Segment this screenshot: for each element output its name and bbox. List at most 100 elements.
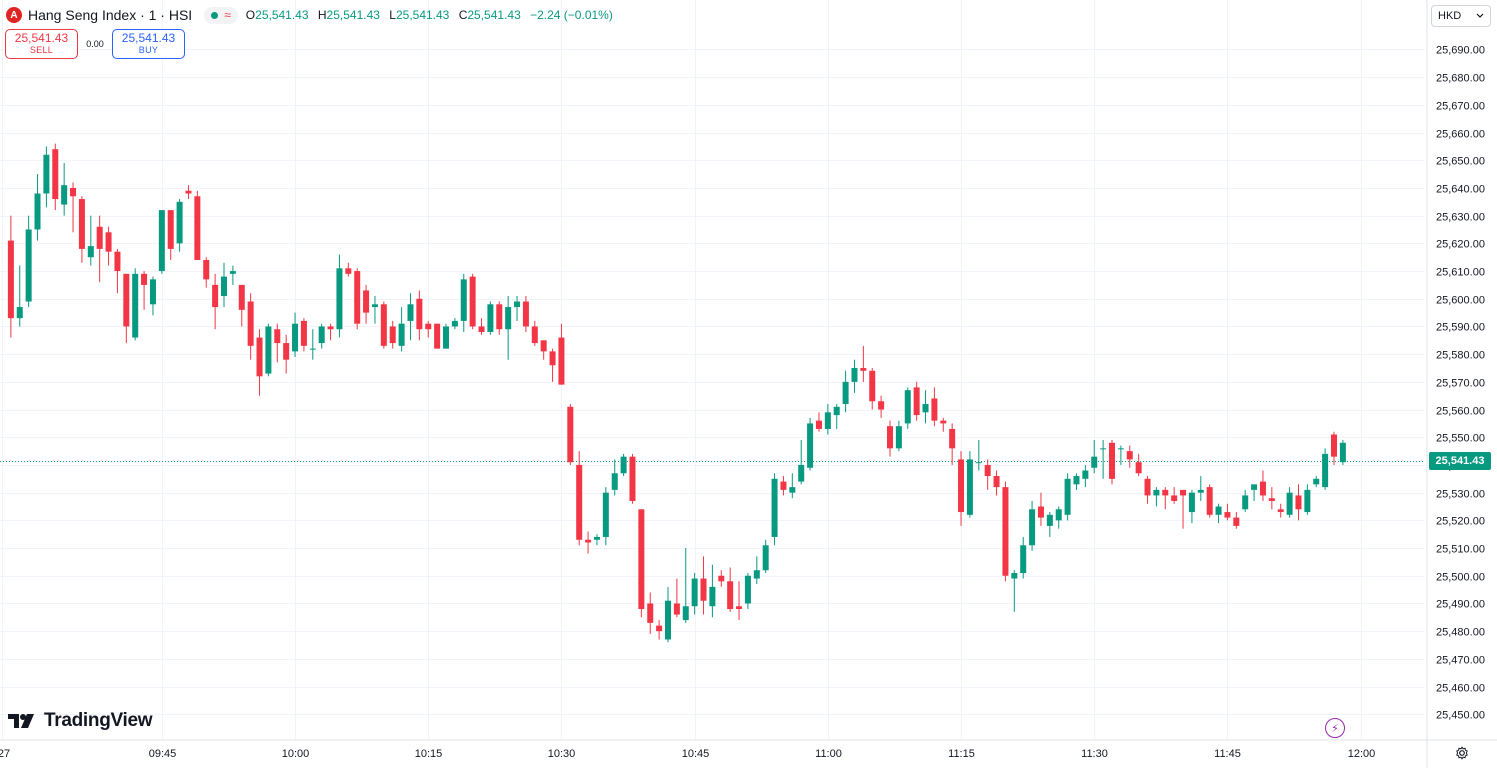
candle (1046, 512, 1053, 537)
candle-body (585, 539, 592, 543)
time-axis[interactable]: :27 09:45 10:00 10:15 10:30 10:45 11:00 11:15 11… (0, 739, 1497, 760)
candle-body (141, 273, 148, 285)
candle-body (229, 271, 236, 274)
candle (141, 271, 148, 310)
candle (904, 387, 911, 429)
candle (96, 215, 103, 283)
candle (895, 420, 902, 452)
candle-body (940, 420, 947, 424)
candle-body (1171, 495, 1178, 501)
candle (194, 190, 201, 260)
candle-body (247, 301, 254, 346)
candle (1268, 487, 1275, 510)
candle (1304, 484, 1311, 515)
candle-body (727, 581, 734, 610)
y-tick-label: 25,670.00 (1436, 101, 1485, 113)
candle (1242, 489, 1249, 513)
candle-body (1002, 487, 1009, 576)
candle-body (1259, 481, 1266, 496)
candle-body (807, 423, 814, 468)
tradingview-logo[interactable]: TradingView (8, 710, 153, 732)
candle (718, 570, 725, 587)
candle-body (1277, 509, 1284, 513)
candle (1180, 489, 1187, 529)
candle (815, 412, 822, 432)
candle-body (638, 509, 645, 610)
candle-body (602, 492, 609, 537)
candle-body (798, 464, 805, 482)
candle (221, 262, 227, 308)
x-tick-label: 11:45 (1214, 748, 1241, 760)
candle (354, 268, 361, 330)
market-status-pill[interactable]: ≈ (204, 6, 238, 24)
gear-icon[interactable] (1455, 746, 1469, 760)
candle-body (709, 586, 716, 607)
candle (1331, 431, 1337, 465)
candle (256, 329, 263, 396)
candle (149, 276, 156, 316)
lightning-icon[interactable]: ⚡ (1325, 718, 1345, 738)
currency-select[interactable]: HKD (1431, 5, 1491, 27)
candle-body (309, 348, 316, 350)
candle-body (443, 326, 449, 349)
symbol-title[interactable]: Hang Seng Index · 1 · HSI (28, 7, 193, 23)
candle (212, 273, 219, 330)
candle-body (860, 368, 867, 371)
candle (1037, 492, 1044, 526)
candle (966, 451, 973, 518)
candle (265, 323, 272, 377)
candle (1109, 440, 1115, 485)
price-axis[interactable]: 25,450.00 25,460.00 25,470.00 25,480.00 25,4… (1426, 0, 1485, 768)
candle-body (993, 476, 1000, 488)
candle (416, 290, 423, 341)
candle (61, 163, 68, 216)
candle-body (1100, 448, 1107, 450)
market-open-dot-icon (211, 11, 219, 19)
buy-button[interactable]: 25,541.43 BUY (112, 29, 185, 59)
candle-body (7, 240, 14, 319)
last-price-tag: 25,541.43 (1429, 452, 1491, 470)
candle-body (1322, 453, 1329, 488)
candle (1082, 464, 1089, 488)
candle-body (114, 251, 121, 272)
candle (327, 323, 334, 341)
candle (158, 210, 165, 274)
candle (505, 295, 512, 360)
candle (869, 368, 876, 410)
candle (860, 345, 867, 382)
candle (922, 390, 929, 424)
candle-body (1162, 489, 1169, 496)
y-tick-label: 25,560.00 (1436, 406, 1485, 418)
candle (673, 578, 680, 618)
candle (833, 404, 840, 429)
candle (522, 295, 529, 333)
x-tick-label: 10:30 (548, 748, 576, 760)
hsi-logo-icon[interactable]: A (6, 7, 22, 23)
candle (771, 473, 778, 546)
candle (167, 210, 174, 260)
candle-body (1197, 489, 1204, 493)
candles (7, 143, 1346, 643)
candle-body (1251, 484, 1258, 490)
candle (283, 334, 290, 374)
candle-body (1029, 509, 1036, 546)
candle (647, 592, 654, 634)
candle-body (931, 398, 938, 421)
sell-button[interactable]: 25,541.43 SELL (5, 29, 78, 59)
candle (336, 254, 343, 338)
spread-value: 0.00 (86, 39, 104, 49)
candle (576, 451, 583, 546)
candle-body (167, 210, 174, 249)
candle (363, 284, 370, 324)
candle (1029, 500, 1036, 551)
candle (824, 404, 831, 435)
candle-body (1126, 451, 1133, 460)
candle-body (567, 406, 574, 463)
candle-body (851, 368, 858, 382)
candle-body (904, 390, 911, 424)
candle-body (762, 545, 769, 571)
y-tick-label: 25,620.00 (1436, 239, 1485, 251)
x-tick-label: 11:00 (815, 748, 842, 760)
candle (958, 451, 965, 526)
